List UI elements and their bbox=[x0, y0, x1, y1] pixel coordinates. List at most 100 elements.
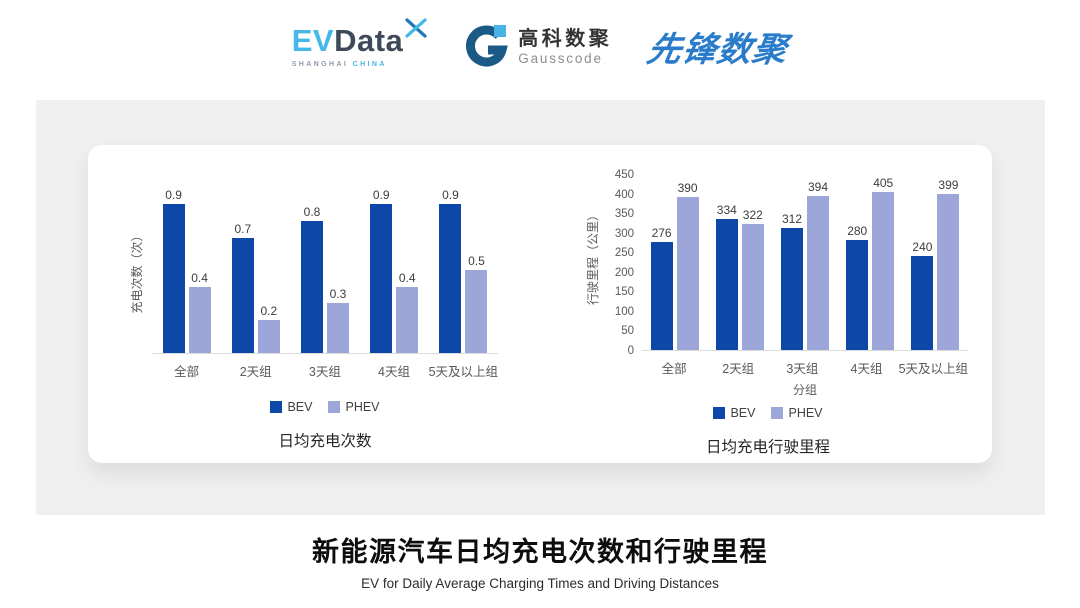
charts-card: 充电次数（次） 0.9 0.4 0.7 0.2 0.8 0.3 0.9 0.4 0.9 0.5 全… bbox=[88, 145, 992, 463]
bar-wrap: 312 bbox=[781, 175, 803, 350]
bar-phev bbox=[741, 224, 764, 350]
evdata-tagline: SHANGHAI CHINA bbox=[292, 61, 387, 68]
bar-value-label: 0.5 bbox=[468, 254, 485, 268]
bar-wrap: 394 bbox=[807, 175, 829, 350]
bar-value-label: 322 bbox=[742, 208, 763, 222]
bar-phev bbox=[327, 303, 349, 353]
bar-wrap: 0.9 bbox=[162, 188, 185, 353]
page-title: 新能源汽车日均充电次数和行驶里程 bbox=[312, 537, 768, 567]
legend-item-bev: BEV bbox=[270, 400, 312, 414]
bar-wrap: 240 bbox=[911, 175, 934, 350]
pioneer-wordmark: 先锋数聚 bbox=[644, 31, 792, 69]
bar-bev bbox=[231, 238, 254, 353]
bar-wrap: 334 bbox=[715, 175, 738, 350]
bar-phev bbox=[807, 196, 829, 350]
y-tick-label: 100 bbox=[614, 305, 634, 318]
category-label: 3天组 bbox=[308, 365, 341, 379]
bar-wrap: 0.3 bbox=[327, 189, 349, 353]
bar-group: 0.8 0.3 bbox=[290, 189, 359, 353]
y-tick-label: 150 bbox=[614, 286, 634, 299]
category-label: 全部 bbox=[174, 365, 200, 379]
bar-value-label: 0.2 bbox=[260, 304, 278, 318]
bar-phev bbox=[676, 197, 699, 350]
bar-value-label: 390 bbox=[677, 181, 698, 195]
bar-group: 0.7 0.2 bbox=[221, 189, 290, 353]
bar-value-label: 0.7 bbox=[234, 222, 252, 236]
bar-group: 0.9 0.4 bbox=[360, 189, 429, 353]
chart-title: 日均充电行驶里程 bbox=[705, 439, 830, 456]
gausscode-en-text: Gausscode bbox=[518, 50, 603, 66]
bar-value-label: 0.4 bbox=[191, 271, 208, 285]
bar-bev bbox=[715, 219, 738, 350]
gausscode-cn-text: 高科数聚 bbox=[518, 27, 613, 50]
category-label: 全部 bbox=[661, 362, 687, 376]
bar-value-label: 240 bbox=[912, 240, 933, 254]
x-axis-title: 分组 bbox=[792, 383, 817, 397]
bar-wrap: 0.9 bbox=[439, 188, 462, 353]
bar-value-label: 280 bbox=[847, 224, 868, 238]
bar-wrap: 405 bbox=[872, 175, 895, 350]
bar-wrap: 0.8 bbox=[301, 189, 323, 353]
evdata-logo: EV Data SHANGHAI CHINA bbox=[292, 18, 428, 68]
bar-wrap: 0.7 bbox=[231, 189, 254, 353]
legend-swatch bbox=[270, 401, 283, 413]
y-tick-label: 200 bbox=[614, 266, 634, 279]
y-tick-label: 0 bbox=[627, 344, 634, 357]
gausscode-g-icon bbox=[466, 24, 509, 66]
y-tick-label: 50 bbox=[621, 325, 634, 338]
categories: 全部 2天组 3天组 4天组 5天及以上组 bbox=[152, 354, 498, 380]
chart-title: 日均充电次数 bbox=[278, 433, 372, 450]
category-label: 4天组 bbox=[378, 365, 410, 379]
bar-value-label: 0.9 bbox=[372, 188, 390, 202]
bar-group: 280 405 bbox=[838, 175, 903, 350]
legend-label: BEV bbox=[730, 406, 756, 420]
y-axis-title: 充电次数（次） bbox=[130, 229, 144, 314]
bar-wrap: 322 bbox=[741, 175, 764, 350]
legend-swatch bbox=[713, 407, 726, 419]
bar-value-label: 0.9 bbox=[442, 188, 459, 202]
evdata-tagline-shanghai: SHANGHAI bbox=[291, 61, 349, 68]
bar-value-label: 0.9 bbox=[165, 188, 182, 202]
bar-wrap: 399 bbox=[937, 175, 960, 350]
bar-bev bbox=[370, 204, 393, 353]
category-label: 5天及以上组 bbox=[898, 362, 969, 376]
bar-phev bbox=[188, 287, 211, 353]
bar-bev bbox=[650, 242, 673, 350]
bar-bev bbox=[846, 240, 869, 350]
category-label: 2天组 bbox=[722, 362, 755, 376]
evdata-wordmark: EV Data bbox=[292, 18, 428, 56]
bar-bev bbox=[781, 228, 803, 350]
bar-wrap: 276 bbox=[650, 175, 673, 350]
legend-label: PHEV bbox=[788, 406, 823, 420]
page-subtitle: EV for Daily Average Charging Times and … bbox=[361, 576, 719, 591]
bar-group: 240 399 bbox=[903, 175, 968, 350]
plot: 0.9 0.4 0.7 0.2 0.8 0.3 0.9 0.4 0.9 0.5 bbox=[152, 189, 498, 354]
plot: 276 390 334 322 312 394 280 405 240 399 bbox=[642, 175, 968, 351]
bar-group: 0.9 0.4 bbox=[152, 189, 221, 353]
evdata-x-icon bbox=[405, 18, 427, 38]
gausscode-wordmark: 高科数聚 Gausscode bbox=[518, 28, 612, 66]
evdata-tagline-china: CHINA bbox=[352, 61, 387, 68]
gausscode-logo: 高科数聚 Gausscode bbox=[463, 24, 612, 70]
y-tick-label: 400 bbox=[614, 188, 634, 201]
bar-bev bbox=[162, 204, 185, 353]
legend-item-bev: BEV bbox=[713, 406, 755, 420]
bar-phev bbox=[872, 192, 895, 350]
bar-value-label: 394 bbox=[807, 180, 829, 194]
legend-item-phev: PHEV bbox=[771, 406, 823, 420]
y-tick-label: 350 bbox=[614, 208, 634, 221]
chart-daily-driving-distance: 行驶里程（公里） 450 400 350 300 250 200 150 100 50 0 276… bbox=[568, 161, 968, 457]
bar-phev bbox=[937, 194, 960, 350]
bar-wrap: 0.4 bbox=[188, 189, 211, 353]
legend-label: PHEV bbox=[345, 400, 380, 414]
legend: BEV PHEV bbox=[568, 406, 968, 420]
bar-bev bbox=[439, 204, 462, 353]
category-label: 4天组 bbox=[850, 362, 883, 376]
pioneer-logo: 先锋数聚 bbox=[644, 22, 791, 71]
bar-bev bbox=[911, 256, 934, 350]
charts-panel: 充电次数（次） 0.9 0.4 0.7 0.2 0.8 0.3 0.9 0.4 0.9 0.5 全… bbox=[36, 100, 1045, 515]
y-tick-label: 450 bbox=[614, 169, 634, 181]
bar-value-label: 276 bbox=[651, 226, 672, 240]
bar-wrap: 280 bbox=[846, 175, 869, 350]
legend: BEV PHEV bbox=[152, 400, 498, 414]
